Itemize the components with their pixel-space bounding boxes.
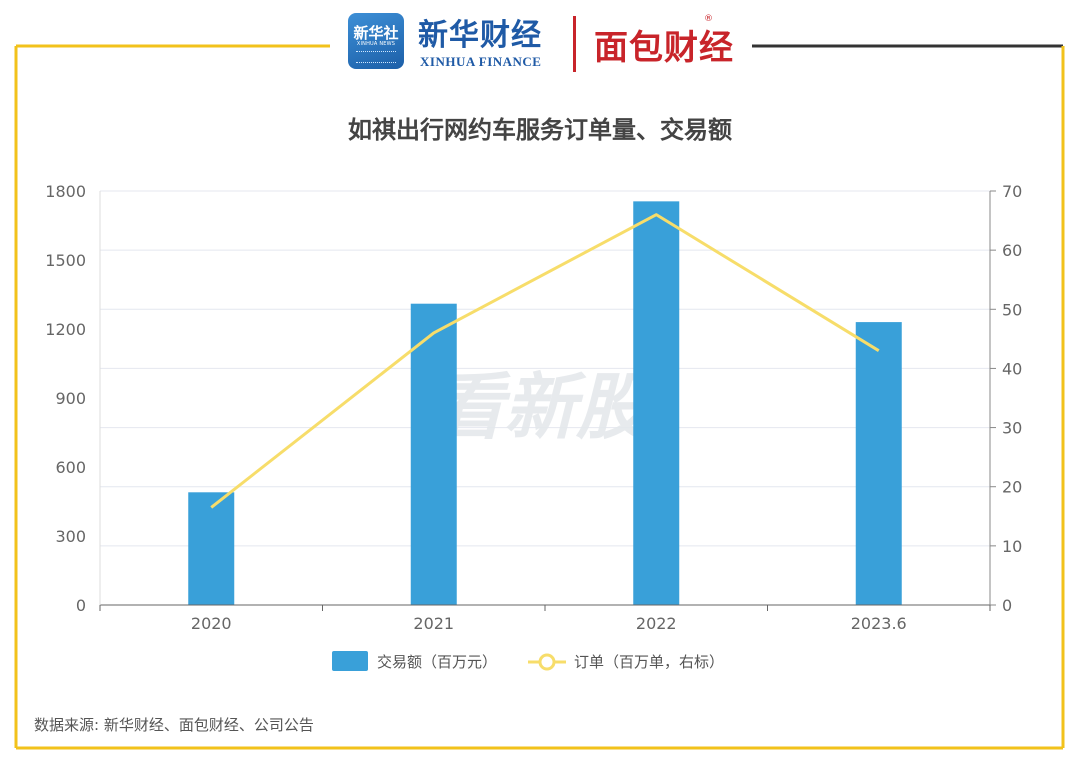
bar-series <box>188 201 902 605</box>
right-tick-label: 20 <box>1002 478 1022 497</box>
left-tick-label: 1200 <box>45 320 86 339</box>
data-source: 数据来源: 新华财经、面包财经、公司公告 <box>34 716 314 734</box>
legend-swatch-marker <box>538 653 556 671</box>
watermark: 看新股 <box>432 365 655 449</box>
left-tick-label: 600 <box>55 458 86 477</box>
x-tick-label: 2022 <box>636 614 677 633</box>
left-axis: 0 300 600 900 1200 1500 1800 <box>45 182 86 615</box>
mianbao-finance-logo: 面包财经 <box>594 28 734 68</box>
left-tick-label: 300 <box>55 527 86 546</box>
left-tick-label: 0 <box>76 596 86 615</box>
x-tick-label: 2021 <box>413 614 454 633</box>
xinhua-finance-cn: 新华财经 <box>418 18 542 53</box>
xinhua-news-logo: 新华社 XINHUA NEWS <box>348 13 404 69</box>
network-pattern-icon <box>356 51 396 63</box>
legend-swatch-bar <box>332 651 368 671</box>
bar <box>188 492 235 605</box>
legend: 交易额（百万元） 订单（百万单，右标） <box>332 651 724 671</box>
left-tick-label: 1800 <box>45 182 86 201</box>
left-tick-label: 1500 <box>45 251 86 270</box>
line-series <box>210 213 880 509</box>
bar <box>633 201 680 605</box>
xinhua-logo-en: XINHUA NEWS <box>356 41 396 47</box>
right-tick-label: 10 <box>1002 537 1022 556</box>
brand-header: 新华社 XINHUA NEWS 新华财经 XINHUA FINANCE 面包财经… <box>340 8 750 78</box>
xinhua-finance-en: XINHUA FINANCE <box>420 54 542 69</box>
right-tick-label: 30 <box>1002 419 1022 438</box>
left-tick-label: 900 <box>55 389 86 408</box>
x-axis: 2020 2021 2022 2023.6 <box>99 605 991 633</box>
right-tick-label: 60 <box>1002 241 1022 260</box>
bar <box>410 303 457 605</box>
x-tick-label: 2020 <box>191 614 232 633</box>
registered-mark-icon: ® <box>704 14 713 24</box>
legend-label-line: 订单（百万单，右标） <box>574 653 724 671</box>
bar <box>855 322 902 605</box>
legend-label-bar: 交易额（百万元） <box>377 653 497 671</box>
right-tick-label: 50 <box>1002 300 1022 319</box>
line-path <box>210 213 880 509</box>
xinhua-logo-cn: 新华社 <box>353 24 399 42</box>
right-tick-label: 0 <box>1002 596 1012 615</box>
chart-title: 如祺出行网约车服务订单量、交易额 <box>348 116 732 144</box>
right-tick-label: 70 <box>1002 182 1022 201</box>
gridlines <box>100 190 990 547</box>
x-tick-label: 2023.6 <box>851 614 907 633</box>
right-tick-label: 40 <box>1002 359 1022 378</box>
right-axis: 0 10 20 30 40 50 60 70 <box>990 182 1022 615</box>
brand-divider <box>573 16 576 72</box>
